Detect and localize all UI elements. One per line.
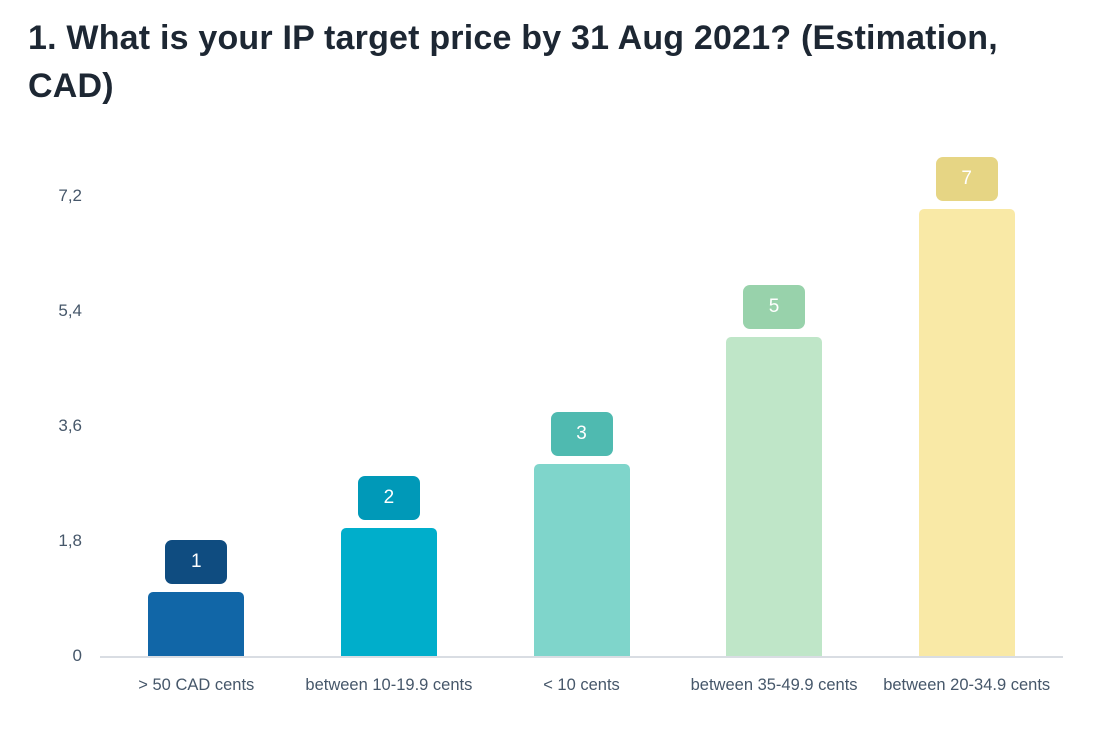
x-category-label: between 20-34.9 cents — [883, 676, 1051, 694]
x-category-label: > 50 CAD cents — [138, 676, 255, 694]
bar — [340, 528, 437, 656]
value-badge: 5 — [743, 284, 806, 329]
value-badge: 2 — [357, 476, 420, 521]
x-category-label: between 10-19.9 cents — [305, 676, 473, 694]
value-badge: 7 — [935, 156, 998, 201]
y-tick-label: 3,6 — [58, 416, 82, 435]
bar — [918, 208, 1015, 656]
y-tick-label: 1,8 — [58, 531, 82, 550]
bar — [148, 592, 245, 656]
y-tick-label: 7,2 — [58, 186, 82, 205]
value-badge: 1 — [165, 540, 228, 585]
x-axis-labels: > 50 CAD cents between 10-19.9 cents < 10 … — [100, 658, 1063, 736]
value-badge: 3 — [550, 412, 613, 457]
y-tick-label: 5,4 — [58, 301, 82, 320]
x-category-label: between 35-49.9 cents — [690, 676, 858, 694]
bar-chart: 0 1,8 3,6 5,4 7,2 1 2 3 5 7 > 50 CAD cents between… — [58, 156, 1063, 736]
bar — [533, 464, 630, 656]
question-title: 1. What is your IP target price by 31 Au… — [28, 19, 998, 106]
bar — [726, 336, 823, 656]
y-tick-label: 0 — [72, 646, 82, 665]
x-category-label: < 10 cents — [543, 676, 620, 694]
plot-area: 0 1,8 3,6 5,4 7,2 1 2 3 5 7 — [58, 156, 1063, 665]
